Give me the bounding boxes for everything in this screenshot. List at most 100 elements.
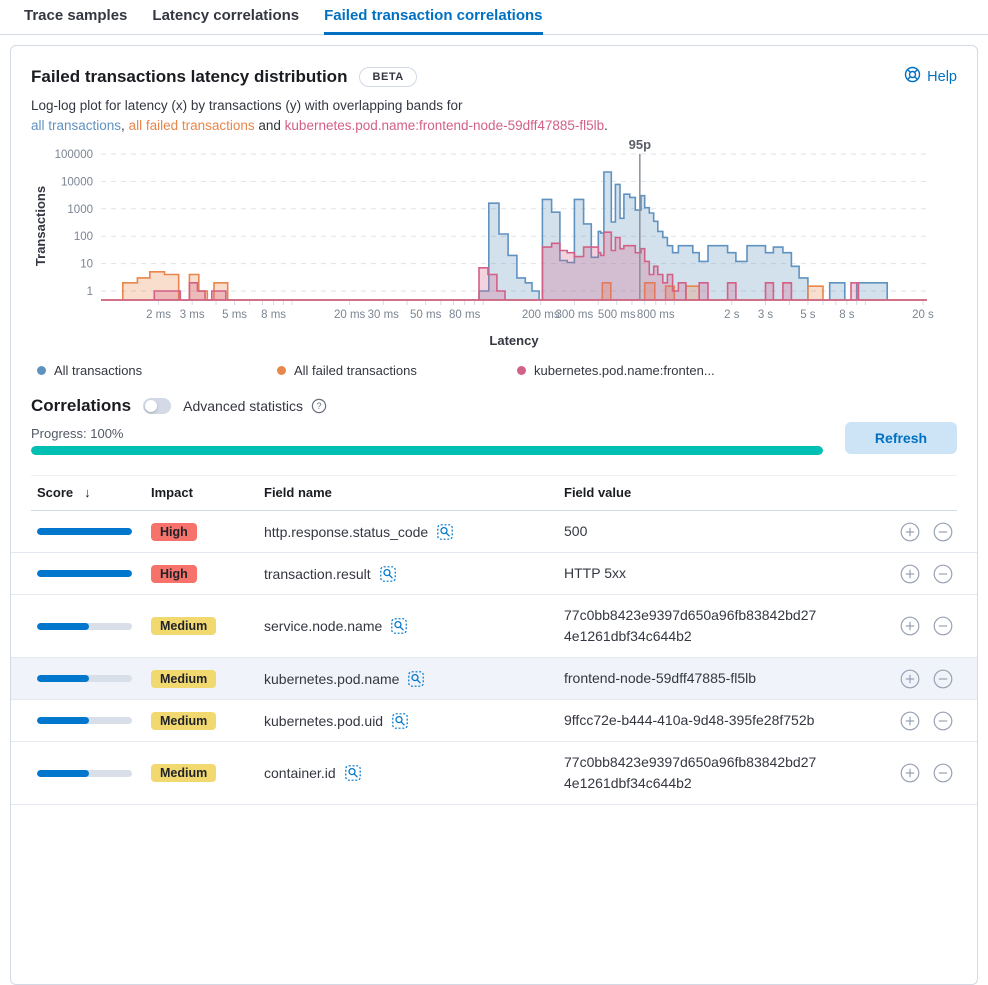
tab-failed-transaction-correlations[interactable]: Failed transaction correlations xyxy=(324,0,543,35)
description-part: and xyxy=(254,118,285,133)
legend-dot-icon xyxy=(517,366,526,375)
exclude-filter-button[interactable] xyxy=(933,763,953,783)
description-part[interactable]: kubernetes.pod.name:frontend-node-59dff4… xyxy=(284,118,605,133)
correlations-table: Score ↓ Impact Field name Field value Hi… xyxy=(11,475,977,805)
legend-item[interactable]: kubernetes.pod.name:fronten... xyxy=(517,363,757,378)
advanced-statistics-label: Advanced statistics xyxy=(183,398,303,414)
table-row[interactable]: Medium service.node.name 77c0bb8423e9397… xyxy=(11,595,977,658)
exclude-filter-button[interactable] xyxy=(933,522,953,542)
svg-text:20 s: 20 s xyxy=(912,309,934,321)
tab-latency-correlations[interactable]: Latency correlations xyxy=(152,7,300,24)
legend-dot-icon xyxy=(37,366,46,375)
advanced-statistics-toggle[interactable] xyxy=(143,398,172,414)
svg-text:50 ms: 50 ms xyxy=(410,309,442,321)
inspect-filter-icon[interactable] xyxy=(344,765,361,781)
field-value: 500 xyxy=(564,523,588,539)
exclude-filter-button[interactable] xyxy=(933,616,953,636)
progress-bar xyxy=(31,446,823,455)
correlations-heading: Correlations xyxy=(31,396,132,415)
svg-text:5 s: 5 s xyxy=(800,309,816,321)
exclude-filter-button[interactable] xyxy=(933,564,953,584)
chart-description-links: all transactions, all failed transaction… xyxy=(31,116,957,136)
score-bar-fill xyxy=(37,622,90,630)
include-filter-button[interactable] xyxy=(900,564,920,584)
refresh-button[interactable]: Refresh xyxy=(845,422,957,454)
legend-label: kubernetes.pod.name:fronten... xyxy=(534,363,715,378)
table-row[interactable]: High transaction.result HTTP 5xx xyxy=(11,553,977,595)
table-row[interactable]: High http.response.status_code 500 xyxy=(11,511,977,553)
include-filter-button[interactable] xyxy=(900,522,920,542)
inspect-filter-icon[interactable] xyxy=(437,523,454,540)
tab-bar: Trace samples Latency correlations Faile… xyxy=(0,0,988,35)
include-filter-button[interactable] xyxy=(900,711,920,731)
field-name: service.node.name xyxy=(264,618,383,634)
description-part[interactable]: all transactions xyxy=(31,118,122,133)
svg-text:3 ms: 3 ms xyxy=(180,309,205,321)
table-row[interactable]: Medium kubernetes.pod.name frontend-node… xyxy=(11,658,977,700)
inspect-filter-icon[interactable] xyxy=(408,670,425,687)
impact-badge: Medium xyxy=(151,764,217,782)
svg-text:300 ms: 300 ms xyxy=(556,309,594,321)
field-name: transaction.result xyxy=(264,565,371,582)
impact-badge: Medium xyxy=(151,711,217,730)
inspect-filter-icon[interactable] xyxy=(391,618,408,634)
field-value: 77c0bb8423e9397d650a96fb83842bd274e1261d… xyxy=(564,754,817,791)
score-bar-fill xyxy=(37,528,132,535)
column-header-impact: Impact xyxy=(151,485,193,500)
svg-text:10000: 10000 xyxy=(61,176,93,188)
svg-text:2 ms: 2 ms xyxy=(146,309,171,321)
svg-text:500 ms: 500 ms xyxy=(598,309,636,321)
table-row[interactable]: Medium container.id 77c0bb8423e9397d650a… xyxy=(11,742,977,805)
impact-badge: Medium xyxy=(151,669,217,688)
score-bar-fill xyxy=(37,717,90,724)
score-bar xyxy=(37,622,132,630)
question-circle-icon[interactable]: ? xyxy=(311,398,327,414)
include-filter-button[interactable] xyxy=(900,616,920,636)
legend-item[interactable]: All transactions xyxy=(37,363,277,378)
column-header-score[interactable]: Score ↓ xyxy=(31,485,151,500)
svg-text:1000: 1000 xyxy=(67,204,93,216)
include-filter-button[interactable] xyxy=(900,669,920,689)
field-name: kubernetes.pod.name xyxy=(264,670,400,687)
field-value: HTTP 5xx xyxy=(564,565,626,581)
progress-label: Progress: 100% xyxy=(31,426,124,441)
legend-label: All failed transactions xyxy=(294,363,417,378)
inspect-filter-icon[interactable] xyxy=(379,565,396,582)
include-filter-button[interactable] xyxy=(900,763,920,783)
svg-text:Latency: Latency xyxy=(489,333,539,348)
chart-svg: 1 10 100 1000 10000 100000 2 ms 3 ms 5 ms 8 ms 20 … xyxy=(33,137,934,348)
svg-text:80 ms: 80 ms xyxy=(449,309,481,321)
chart-description: Log-log plot for latency (x) by transact… xyxy=(31,96,957,136)
help-link[interactable]: Help xyxy=(904,66,957,87)
progress-bar-fill xyxy=(31,446,823,455)
legend-label: All transactions xyxy=(54,363,143,378)
score-bar xyxy=(37,769,132,777)
tab-trace-samples[interactable]: Trace samples xyxy=(24,7,128,24)
score-bar-fill xyxy=(37,769,90,777)
svg-text:800 ms: 800 ms xyxy=(637,309,675,321)
impact-badge: Medium xyxy=(151,617,217,635)
table-row[interactable]: Medium kubernetes.pod.uid 9ffcc72e-b444-… xyxy=(11,700,977,742)
svg-text:2 s: 2 s xyxy=(724,309,740,321)
score-bar xyxy=(37,675,132,682)
impact-badge: High xyxy=(151,522,197,541)
score-bar-fill xyxy=(37,570,132,577)
description-part[interactable]: all failed transactions xyxy=(128,118,255,133)
inspect-filter-icon[interactable] xyxy=(392,712,408,729)
exclude-filter-button[interactable] xyxy=(933,669,953,689)
table-header-row: Score ↓ Impact Field name Field value xyxy=(31,475,957,511)
legend-item[interactable]: All failed transactions xyxy=(277,363,517,378)
svg-text:8 s: 8 s xyxy=(839,309,855,321)
description-part: . xyxy=(604,118,608,133)
score-bar xyxy=(37,717,132,724)
svg-text:100000: 100000 xyxy=(55,149,93,161)
panel-title: Failed transactions latency distribution xyxy=(31,66,348,86)
field-value: frontend-node-59dff47885-fl5lb xyxy=(564,670,757,686)
svg-text:5 ms: 5 ms xyxy=(222,309,247,321)
sort-desc-icon: ↓ xyxy=(84,485,91,500)
exclude-filter-button[interactable] xyxy=(933,711,953,731)
svg-text:100: 100 xyxy=(74,231,93,243)
field-name: container.id xyxy=(264,765,336,781)
svg-text:1: 1 xyxy=(87,286,93,298)
field-name: http.response.status_code xyxy=(264,523,429,540)
